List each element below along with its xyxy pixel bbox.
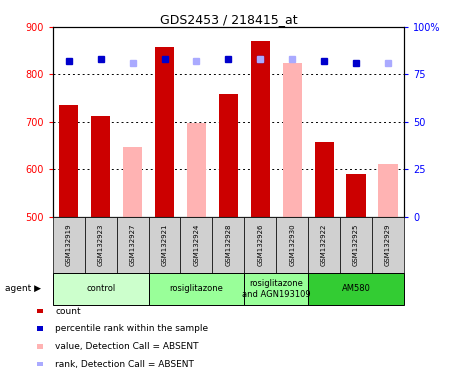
Bar	[340, 217, 372, 273]
Bar	[117, 217, 149, 273]
Bar	[219, 94, 238, 217]
Text: rank, Detection Call = ABSENT: rank, Detection Call = ABSENT	[55, 359, 194, 369]
Text: value, Detection Call = ABSENT: value, Detection Call = ABSENT	[55, 342, 199, 351]
Text: GSM132923: GSM132923	[98, 223, 104, 266]
Text: AM580: AM580	[341, 285, 370, 293]
Title: GDS2453 / 218415_at: GDS2453 / 218415_at	[160, 13, 297, 26]
Text: GSM132930: GSM132930	[289, 223, 295, 266]
Bar	[283, 63, 302, 217]
Text: count: count	[55, 306, 81, 316]
Bar	[244, 217, 276, 273]
Bar	[155, 47, 174, 217]
Text: GSM132929: GSM132929	[385, 223, 391, 266]
Bar	[187, 123, 206, 217]
Bar	[53, 273, 149, 305]
Bar	[244, 273, 308, 305]
Bar	[308, 217, 340, 273]
Text: GSM132922: GSM132922	[321, 223, 327, 266]
Text: GSM132926: GSM132926	[257, 223, 263, 266]
Bar	[372, 217, 404, 273]
Bar	[85, 217, 117, 273]
Bar	[53, 217, 85, 273]
Bar	[347, 174, 366, 217]
Bar	[308, 273, 404, 305]
Text: percentile rank within the sample: percentile rank within the sample	[55, 324, 208, 333]
Text: GSM132921: GSM132921	[162, 223, 168, 266]
Text: GSM132919: GSM132919	[66, 223, 72, 266]
Bar	[149, 273, 244, 305]
Text: GSM132928: GSM132928	[225, 223, 231, 266]
Bar	[378, 164, 397, 217]
Bar	[149, 217, 180, 273]
Text: rosiglitazone
and AGN193109: rosiglitazone and AGN193109	[242, 279, 311, 299]
Text: agent ▶: agent ▶	[5, 285, 40, 293]
Text: GSM132924: GSM132924	[193, 223, 199, 266]
Text: GSM132927: GSM132927	[129, 223, 135, 266]
Text: control: control	[86, 285, 115, 293]
Bar	[123, 147, 142, 217]
Bar	[276, 217, 308, 273]
Bar	[180, 217, 213, 273]
Text: rosiglitazone: rosiglitazone	[169, 285, 224, 293]
Bar	[59, 105, 78, 217]
Bar	[213, 217, 244, 273]
Bar	[251, 41, 270, 217]
Bar	[314, 142, 334, 217]
Bar	[91, 116, 110, 217]
Text: GSM132925: GSM132925	[353, 223, 359, 266]
